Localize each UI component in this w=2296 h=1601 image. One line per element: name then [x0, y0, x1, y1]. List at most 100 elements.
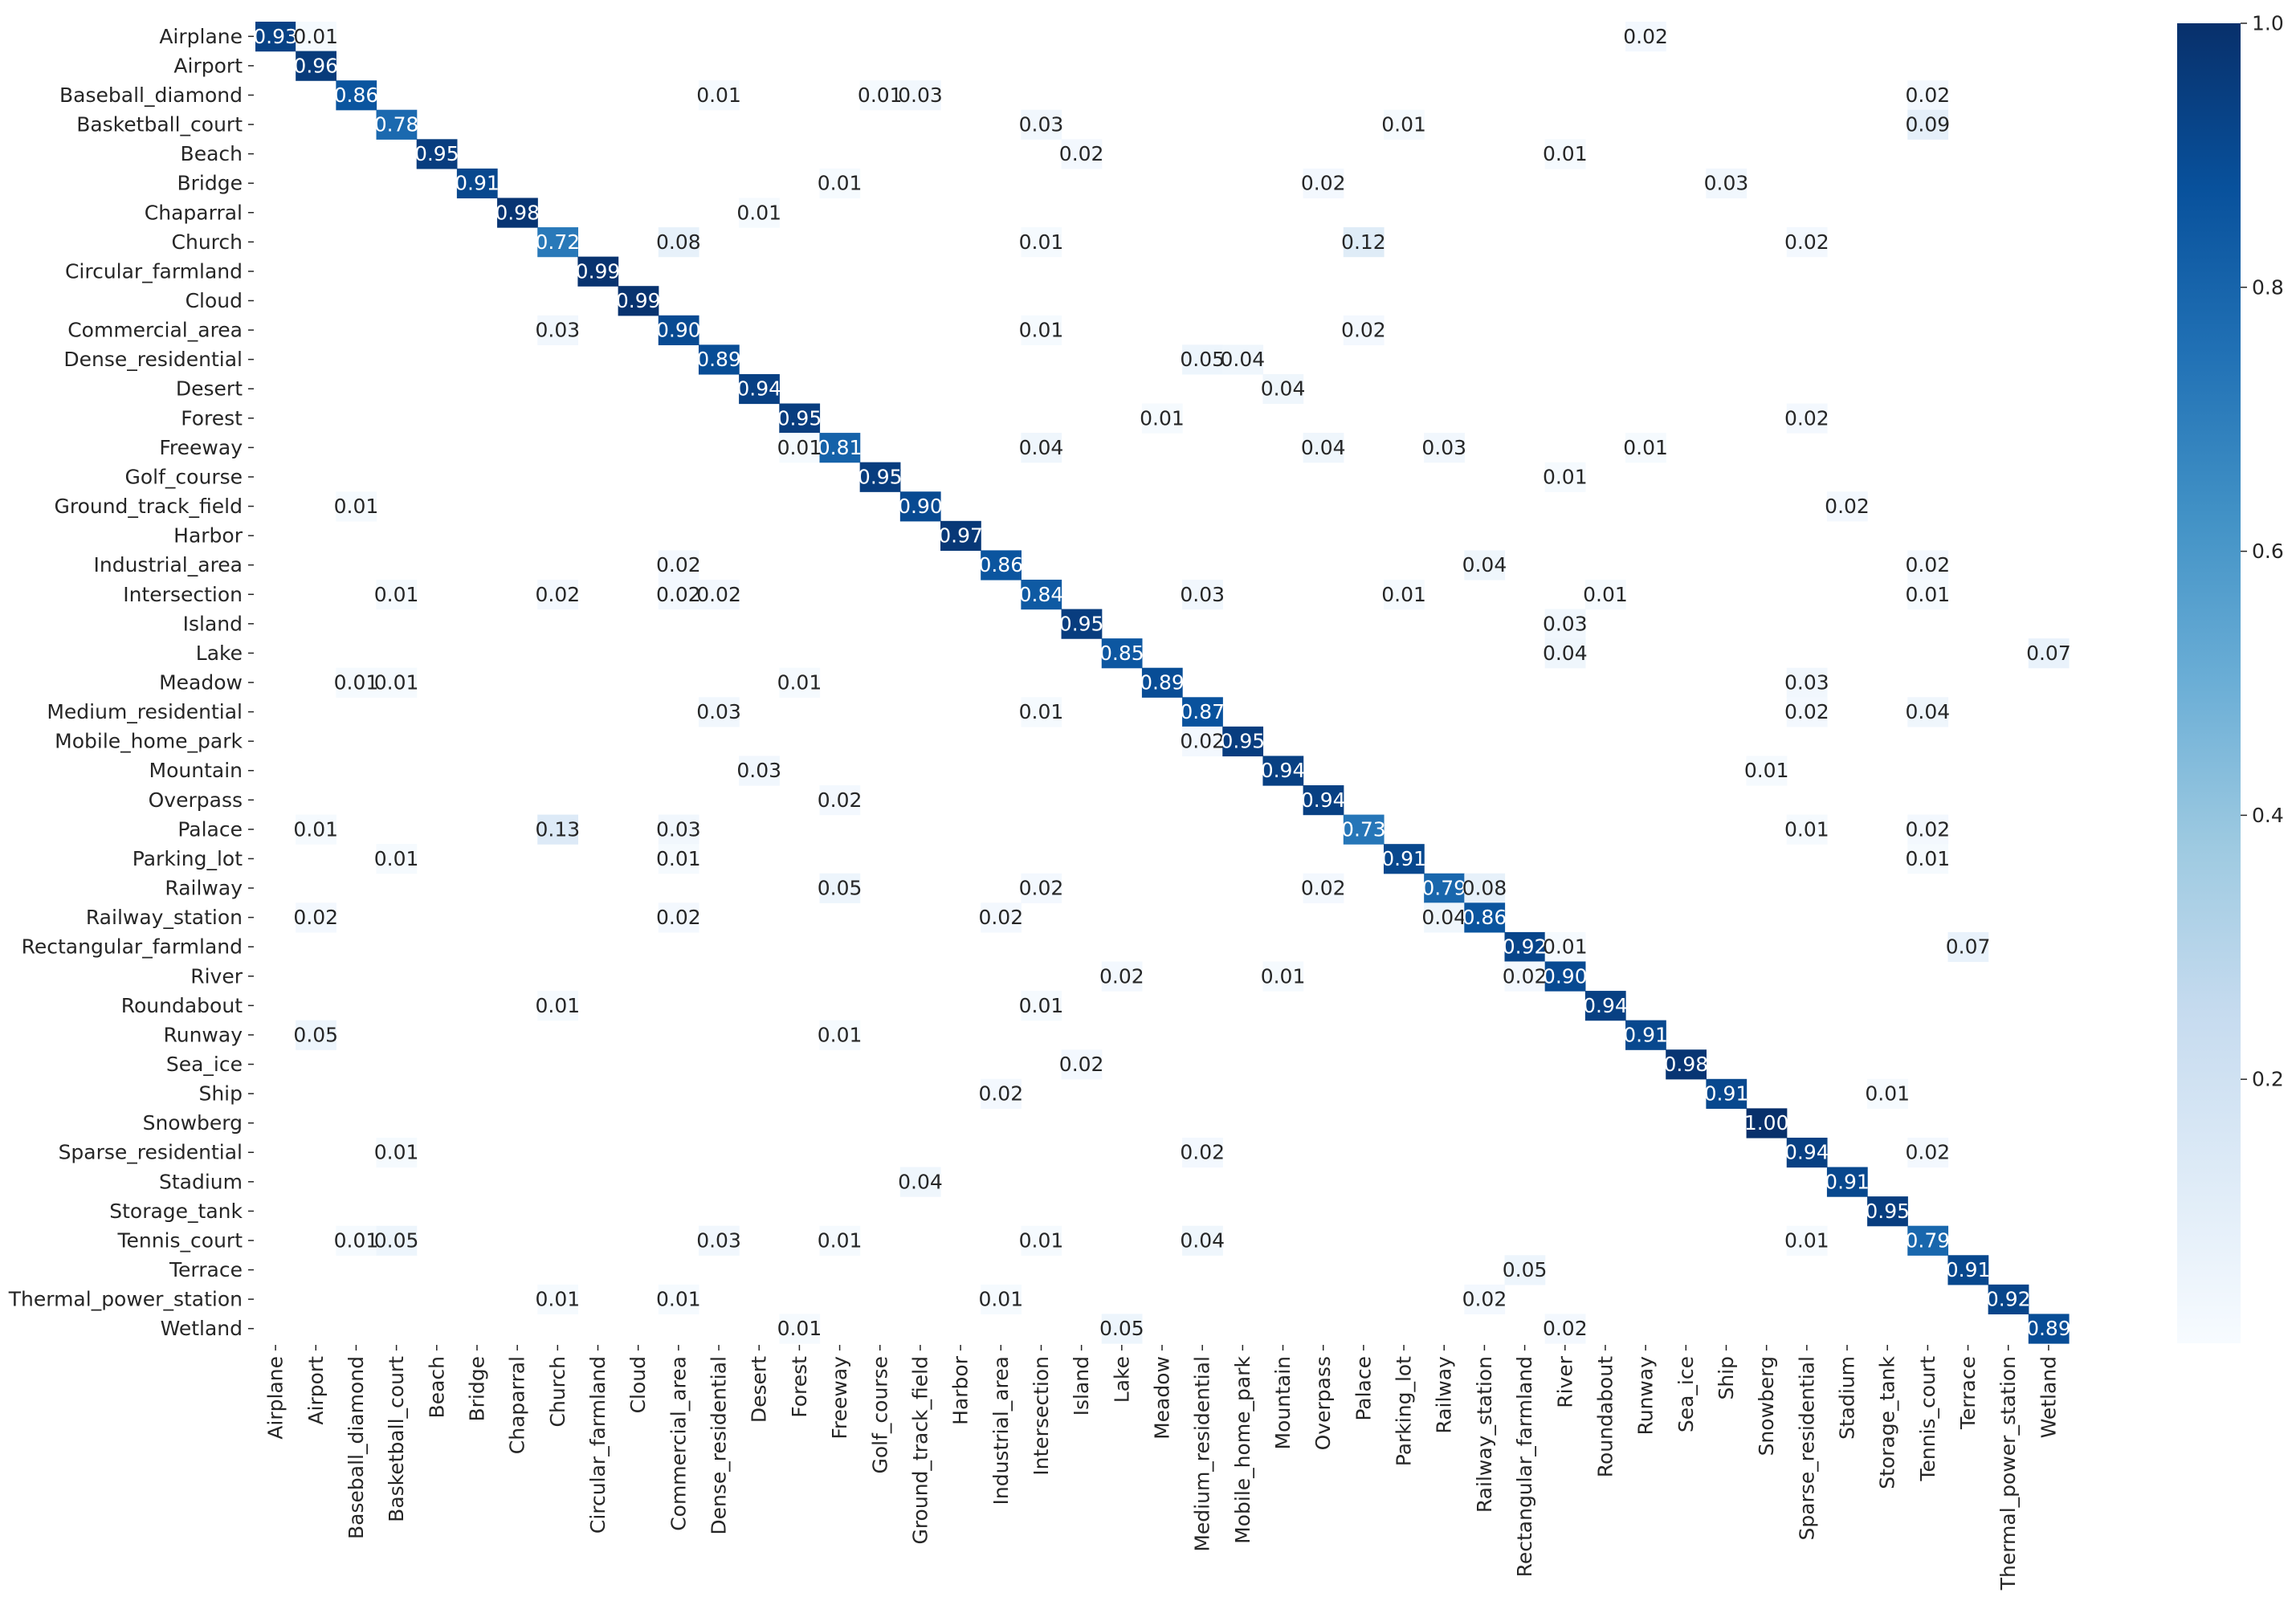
- cell-annotation: 0.04: [1421, 906, 1466, 929]
- cell-annotation: 0.90: [898, 495, 943, 518]
- heatmap-cell: [1907, 80, 1949, 111]
- cell-annotation: 0.03: [535, 319, 580, 342]
- cell-annotation: 0.01: [858, 84, 903, 107]
- heatmap-cell: [1706, 1078, 1747, 1109]
- heatmap-cell: [376, 1225, 418, 1256]
- cell-annotation: 0.92: [1986, 1288, 2031, 1311]
- cell-annotation: 0.93: [253, 25, 298, 48]
- heatmap-cell: [1544, 961, 1586, 992]
- heatmap-cell: [1021, 433, 1062, 463]
- cell-annotation: 0.01: [1865, 1082, 1910, 1106]
- cell-annotation: 0.01: [656, 1288, 701, 1311]
- cell-annotation: 0.01: [777, 436, 822, 459]
- heatmap-cell: [336, 667, 377, 698]
- heatmap-cell: [1826, 491, 1868, 522]
- heatmap-cell: [1504, 961, 1546, 992]
- heatmap-cell: [1262, 756, 1304, 786]
- heatmap-cell: [1786, 697, 1828, 727]
- cell-annotation: 0.01: [1019, 1228, 1064, 1252]
- heatmap-cell: [1021, 697, 1062, 727]
- heatmap-cell: [698, 1225, 740, 1256]
- heatmap-cell: [1907, 579, 1949, 610]
- cell-annotation: 0.79: [1906, 1228, 1951, 1252]
- heatmap-cell: [537, 315, 579, 345]
- x-tick-label: River: [1553, 1355, 1576, 1407]
- y-tick-label: Ship: [198, 1082, 243, 1106]
- heatmap-cell: [779, 1314, 821, 1344]
- heatmap-cell: [2028, 1314, 2070, 1344]
- x-tick-label: Desert: [748, 1356, 771, 1423]
- cell-annotation: 0.90: [1543, 964, 1588, 988]
- x-tick-label: Medium_residential: [1191, 1356, 1214, 1552]
- cell-annotation: 0.91: [455, 172, 500, 195]
- heatmap-cell: [1383, 109, 1425, 140]
- cell-annotation: 0.94: [1261, 759, 1306, 782]
- heatmap-cell: [698, 697, 740, 727]
- heatmap-cell: [1061, 139, 1103, 169]
- heatmap-cell: [1061, 1049, 1103, 1080]
- x-tick-label: Storage_tank: [1876, 1355, 1899, 1489]
- cell-annotation: 0.04: [1301, 436, 1346, 459]
- cell-annotation: 0.91: [1825, 1170, 1870, 1193]
- y-tick-label: Wetland: [161, 1317, 243, 1340]
- heatmap-cell: [1544, 462, 1586, 492]
- heatmap-cell: [296, 902, 336, 933]
- heatmap-cell: [779, 667, 821, 698]
- heatmap-cell: [1021, 991, 1062, 1021]
- heatmap-cell: [1021, 579, 1062, 610]
- heatmap-cell: [336, 1225, 377, 1256]
- heatmap-cell: [819, 1020, 861, 1050]
- heatmap-cell: [537, 227, 579, 258]
- x-tick-label: Wetland: [2037, 1356, 2060, 1438]
- x-tick-label: Industrial_area: [989, 1356, 1013, 1505]
- cell-annotation: 0.13: [535, 817, 580, 841]
- heatmap-cell: [1383, 579, 1425, 610]
- x-axis-labels: Airplane Airport Baseball_diamond Basketbal…: [264, 1345, 2060, 1591]
- cell-annotation: 0.01: [1784, 1228, 1829, 1252]
- heatmap-cell: [1061, 609, 1103, 639]
- cell-annotation: 0.05: [818, 877, 863, 900]
- y-tick-label: Chaparral: [145, 201, 243, 224]
- heatmap-cell: [1303, 168, 1344, 199]
- cell-annotation: 0.01: [293, 25, 338, 48]
- heatmap-cell: [899, 1167, 941, 1197]
- heatmap-cell: [1947, 931, 1989, 963]
- cell-annotation: 0.02: [293, 906, 338, 929]
- heatmap-cell: [1303, 785, 1344, 816]
- cell-annotation: 0.87: [1180, 700, 1225, 723]
- heatmap-cell: [940, 520, 981, 551]
- cell-annotation: 0.03: [1421, 436, 1466, 459]
- heatmap-cell: [658, 315, 699, 345]
- cell-annotation: 0.78: [374, 113, 419, 136]
- cell-annotation: 0.95: [1865, 1200, 1910, 1223]
- y-tick-label: Forest: [181, 406, 243, 430]
- cell-annotation: 0.08: [1462, 877, 1507, 900]
- heatmap-cell: [1101, 961, 1143, 992]
- heatmap-cell: [1021, 315, 1062, 345]
- heatmap-cell: [1021, 873, 1062, 903]
- heatmap-cell: [1786, 1137, 1828, 1168]
- y-tick-label: Thermal_power_station: [8, 1288, 243, 1311]
- cell-annotation: 0.94: [736, 377, 781, 401]
- cell-annotation: 0.01: [1543, 935, 1588, 959]
- cell-annotation: 0.99: [616, 289, 661, 312]
- cell-annotation: 0.91: [1381, 847, 1426, 870]
- heatmap-cell: [1907, 1225, 1949, 1256]
- cell-annotation: 0.01: [374, 1141, 419, 1164]
- cell-annotation: 0.01: [1543, 142, 1588, 165]
- x-tick-label: Terrace: [1956, 1356, 1980, 1430]
- cell-annotation: 0.02: [1906, 1141, 1951, 1164]
- heatmap-cell: [336, 491, 377, 522]
- heatmap-cell: [1303, 433, 1344, 463]
- cell-annotation: 0.01: [818, 1228, 863, 1252]
- heatmap-cell: [1544, 609, 1586, 639]
- x-tick-label: Chaparral: [506, 1356, 529, 1454]
- heatmap-cell: [658, 844, 699, 874]
- heatmap-cell: [497, 198, 538, 228]
- heatmap-cell: [1544, 638, 1586, 669]
- y-tick-label: Bridge: [177, 172, 243, 195]
- x-tick-label: Basketball_court: [385, 1356, 408, 1522]
- heatmap-cell: [1504, 1255, 1546, 1285]
- cell-annotation: 0.98: [495, 201, 540, 224]
- heatmap-cell: [739, 756, 780, 786]
